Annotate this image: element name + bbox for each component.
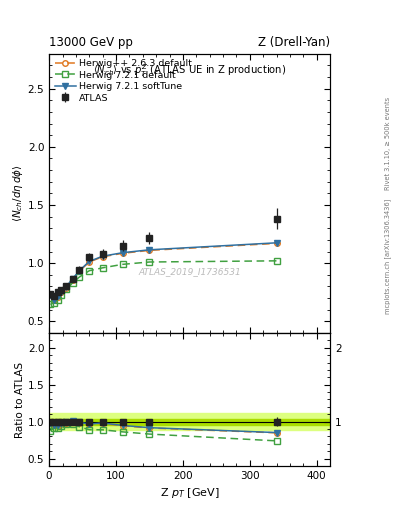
Line: Herwig 7.2.1 default: Herwig 7.2.1 default (48, 258, 279, 307)
Y-axis label: Ratio to ATLAS: Ratio to ATLAS (15, 361, 25, 438)
Herwig 7.2.1 softTune (48, 292, 53, 298)
Herwig 7.2.1 softTune (87, 259, 92, 265)
Herwig++ 2.6.3 default (55, 294, 60, 300)
Herwig 7.2.1 softTune (274, 240, 279, 246)
Herwig++ 2.6.3 default (70, 277, 75, 283)
Herwig++ 2.6.3 default (59, 289, 64, 295)
Herwig 7.2.1 default (48, 302, 53, 308)
Text: Rivet 3.1.10, ≥ 500k events: Rivet 3.1.10, ≥ 500k events (385, 97, 391, 190)
Herwig++ 2.6.3 default (77, 268, 82, 274)
Herwig 7.2.1 softTune (77, 268, 82, 274)
Herwig++ 2.6.3 default (48, 292, 53, 298)
Text: mcplots.cern.ch [arXiv:1306.3436]: mcplots.cern.ch [arXiv:1306.3436] (384, 198, 391, 314)
Herwig 7.2.1 softTune (59, 289, 64, 295)
Herwig 7.2.1 softTune (120, 250, 125, 256)
Bar (49, 413, 330, 431)
Herwig 7.2.1 default (70, 280, 75, 286)
Herwig 7.2.1 default (274, 258, 279, 264)
Herwig++ 2.6.3 default (87, 259, 92, 265)
Line: Herwig++ 2.6.3 default: Herwig++ 2.6.3 default (48, 241, 279, 303)
Herwig++ 2.6.3 default (64, 285, 68, 291)
Herwig 7.2.1 softTune (70, 276, 75, 282)
Legend: Herwig++ 2.6.3 default, Herwig 7.2.1 default, Herwig 7.2.1 softTune, ATLAS: Herwig++ 2.6.3 default, Herwig 7.2.1 def… (53, 57, 194, 104)
Herwig 7.2.1 softTune (51, 297, 56, 303)
Herwig 7.2.1 softTune (100, 253, 105, 259)
Herwig 7.2.1 default (59, 292, 64, 298)
Text: Z (Drell-Yan): Z (Drell-Yan) (258, 36, 330, 49)
Herwig 7.2.1 default (100, 265, 105, 271)
Herwig++ 2.6.3 default (120, 250, 125, 257)
Herwig 7.2.1 default (120, 261, 125, 267)
Herwig 7.2.1 softTune (55, 293, 60, 300)
Herwig 7.2.1 default (55, 297, 60, 303)
Herwig 7.2.1 default (51, 300, 56, 306)
Line: Herwig 7.2.1 softTune: Herwig 7.2.1 softTune (47, 239, 280, 303)
Herwig++ 2.6.3 default (147, 247, 152, 253)
Bar (49, 419, 330, 424)
Text: 13000 GeV pp: 13000 GeV pp (49, 36, 133, 49)
Herwig 7.2.1 default (87, 268, 92, 274)
X-axis label: Z $p_T$ [GeV]: Z $p_T$ [GeV] (160, 486, 219, 500)
Herwig 7.2.1 default (147, 259, 152, 265)
Herwig++ 2.6.3 default (51, 297, 56, 303)
Herwig 7.2.1 softTune (147, 247, 152, 253)
Text: ATLAS_2019_I1736531: ATLAS_2019_I1736531 (138, 267, 241, 276)
Text: $\langle N_{ch}\rangle$ vs $p_T^Z$ (ATLAS UE in Z production): $\langle N_{ch}\rangle$ vs $p_T^Z$ (ATLA… (93, 62, 286, 79)
Herwig++ 2.6.3 default (274, 240, 279, 246)
Herwig 7.2.1 default (64, 286, 68, 292)
Y-axis label: $\langle N_{ch}/d\eta\, d\phi\rangle$: $\langle N_{ch}/d\eta\, d\phi\rangle$ (11, 164, 25, 222)
Herwig++ 2.6.3 default (100, 253, 105, 260)
Herwig 7.2.1 softTune (64, 284, 68, 290)
Herwig 7.2.1 default (77, 274, 82, 280)
